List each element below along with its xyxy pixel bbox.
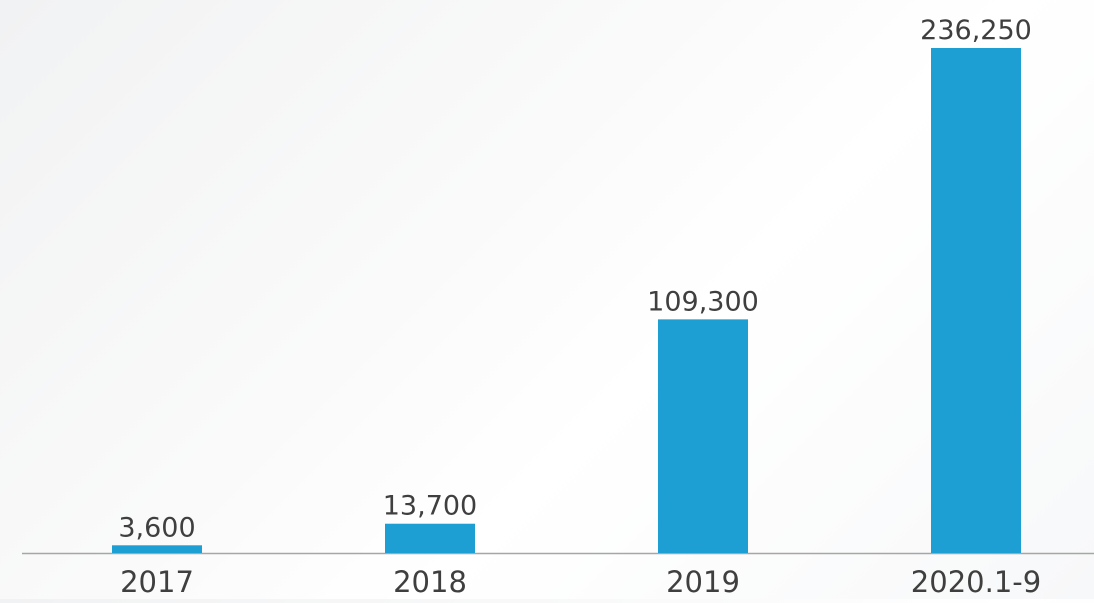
- category-label-2017: 2017: [120, 565, 194, 599]
- category-label-2018: 2018: [393, 565, 467, 599]
- category-label-2020.1-9: 2020.1-9: [911, 565, 1041, 599]
- value-label-2019: 109,300: [647, 286, 759, 317]
- value-label-2020.1-9: 236,250: [920, 15, 1032, 46]
- value-label-2017: 3,600: [118, 512, 195, 543]
- category-label-2019: 2019: [666, 565, 740, 599]
- bar-2018: [385, 523, 475, 553]
- bar-2019: [658, 319, 748, 553]
- value-label-2018: 13,700: [383, 491, 477, 522]
- category-labels-group: 2017 2018 2019 2020.1-9: [120, 565, 1041, 599]
- bar-2020.1-9: [931, 48, 1021, 553]
- bar-2017: [112, 545, 202, 553]
- bars-group: [112, 48, 1021, 553]
- value-labels-group: 3,600 13,700 109,300 236,250: [118, 15, 1031, 543]
